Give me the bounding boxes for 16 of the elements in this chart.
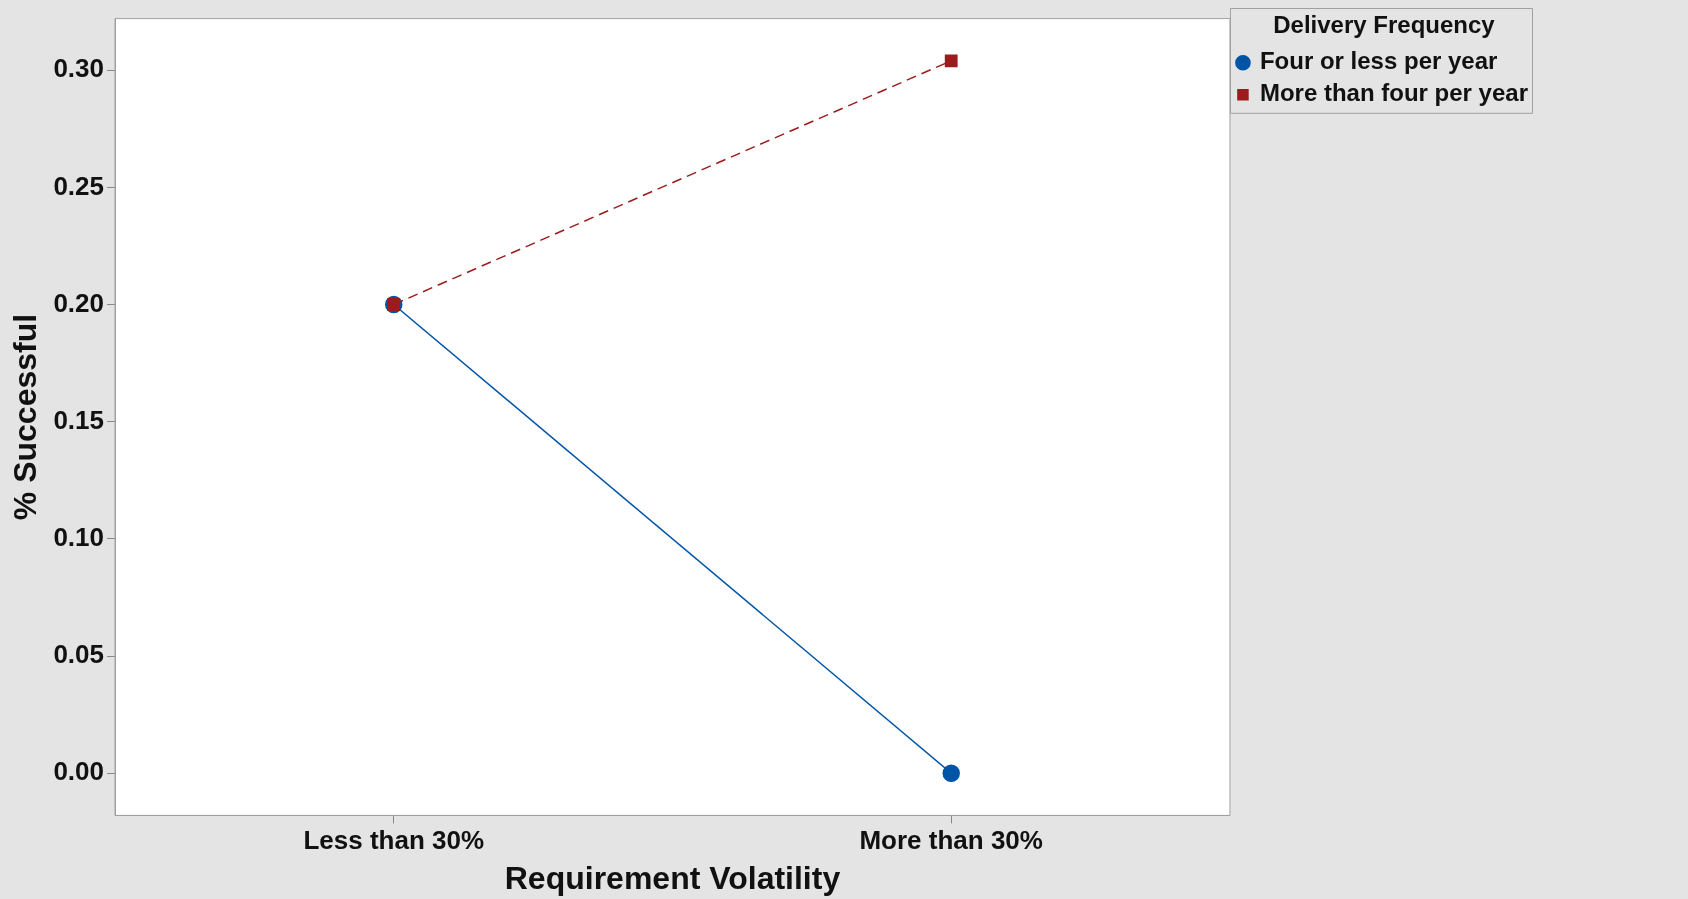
y-tick-label: 0.20 bbox=[53, 287, 104, 318]
legend-label: Four or less per year bbox=[1259, 47, 1498, 75]
legend-label: More than four per year bbox=[1259, 79, 1529, 107]
legend-title: Delivery Frequency bbox=[1273, 10, 1496, 38]
y-tick-label: 0.05 bbox=[53, 639, 104, 670]
y-axis-title: % Successful bbox=[7, 313, 44, 521]
x-tick-label: More than 30% bbox=[859, 825, 1043, 856]
y-tick-label: 0.00 bbox=[53, 756, 104, 787]
point bbox=[944, 54, 958, 68]
x-axis-title: Requirement Volatility bbox=[504, 859, 841, 896]
y-tick-label: 0.25 bbox=[53, 170, 104, 201]
y-tick-label: 0.10 bbox=[53, 522, 104, 553]
y-tick-label: 0.15 bbox=[53, 404, 104, 435]
point bbox=[942, 764, 960, 782]
x-tick-label: Less than 30% bbox=[303, 825, 485, 856]
y-tick-label: 0.30 bbox=[53, 53, 104, 84]
